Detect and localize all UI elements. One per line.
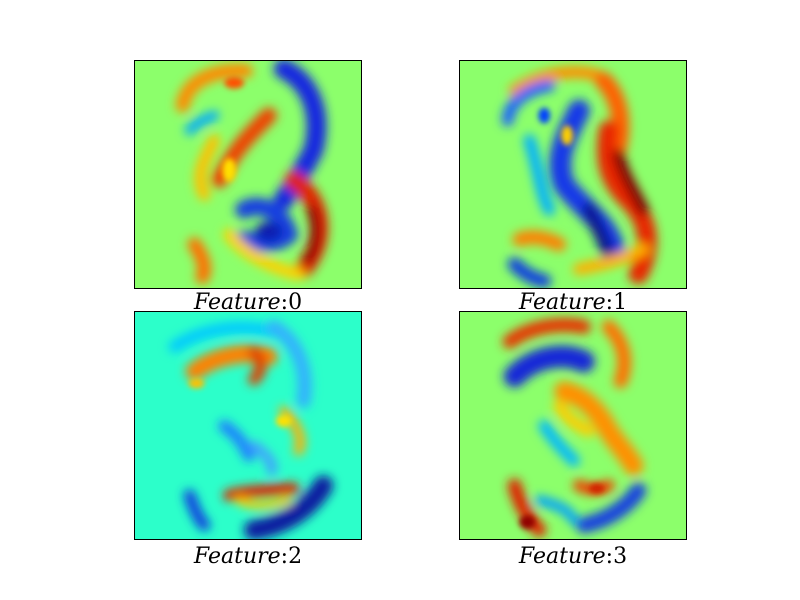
feature-map-1-details	[538, 107, 573, 146]
activation-blob	[503, 345, 595, 388]
activation-blob	[218, 420, 255, 462]
feature-map-3-image	[460, 312, 686, 539]
feature-map-3-details	[519, 483, 605, 530]
activation-blob	[224, 76, 245, 89]
activation-blob	[254, 221, 283, 242]
activation-blob	[553, 400, 595, 437]
activation-blob	[507, 257, 552, 288]
activation-blob	[266, 319, 312, 409]
feature-map-0-activations	[175, 61, 329, 285]
feature-map-3-title: Feature:3	[459, 544, 687, 570]
feature-map-2-details	[188, 378, 292, 427]
feature-map-1-image	[460, 61, 686, 288]
activation-blob	[519, 515, 536, 530]
activation-blob	[168, 321, 280, 353]
activation-blob	[573, 243, 650, 276]
activation-blob	[183, 489, 211, 532]
feature-map-1-title-word: Feature	[518, 290, 606, 315]
activation-blob	[501, 79, 556, 127]
feature-map-0-title-word: Feature	[193, 290, 281, 315]
feature-map-panel-0	[134, 60, 362, 289]
activation-blob	[278, 406, 306, 456]
feature-map-1-title-index: :1	[605, 290, 628, 315]
activation-blob	[538, 107, 551, 124]
activation-blob	[244, 475, 334, 539]
activation-blob	[612, 149, 650, 216]
feature-map-3-title-index: :3	[605, 544, 628, 569]
feature-map-0-title: Feature:0	[134, 290, 362, 316]
feature-map-2-title: Feature:2	[134, 544, 362, 570]
feature-map-2-activations	[168, 319, 334, 539]
activation-blob	[302, 204, 321, 265]
feature-map-1-title: Feature:1	[459, 290, 687, 316]
activation-blob	[235, 496, 293, 510]
feature-map-panel-2	[134, 311, 362, 540]
activation-blob	[187, 237, 212, 285]
activation-blob	[538, 420, 580, 467]
activation-blob	[184, 110, 220, 136]
activation-blob	[248, 345, 267, 386]
activation-blob	[175, 63, 253, 113]
activation-blob	[235, 197, 299, 252]
activation-blob	[601, 319, 632, 389]
feature-map-panel-1	[459, 60, 687, 289]
feature-map-2-title-word: Feature	[193, 544, 281, 569]
activation-blob	[188, 378, 205, 389]
activation-blob	[275, 415, 292, 427]
activation-blob	[512, 230, 567, 252]
activation-blob	[194, 134, 221, 201]
feature-map-2-title-index: :2	[280, 544, 303, 569]
activation-blob	[223, 228, 305, 281]
feature-map-0-image	[135, 61, 361, 288]
activation-blob	[248, 440, 278, 476]
feature-map-0-details	[222, 76, 245, 182]
activation-blob	[581, 202, 616, 262]
activation-blob	[561, 125, 573, 146]
activation-blob	[588, 483, 605, 494]
activation-blob	[223, 482, 300, 502]
feature-map-3-title-word: Feature	[518, 544, 606, 569]
activation-blob	[554, 381, 644, 476]
feature-map-2-image	[135, 312, 361, 539]
feature-map-0-title-index: :0	[280, 290, 303, 315]
activation-blob	[508, 66, 605, 97]
activation-blob	[575, 482, 647, 534]
feature-map-panel-3	[459, 311, 687, 540]
activation-blob	[507, 478, 547, 538]
activation-blob	[523, 134, 556, 216]
activation-blob	[534, 495, 579, 526]
activation-blob	[502, 318, 591, 349]
activation-blob	[222, 158, 237, 182]
